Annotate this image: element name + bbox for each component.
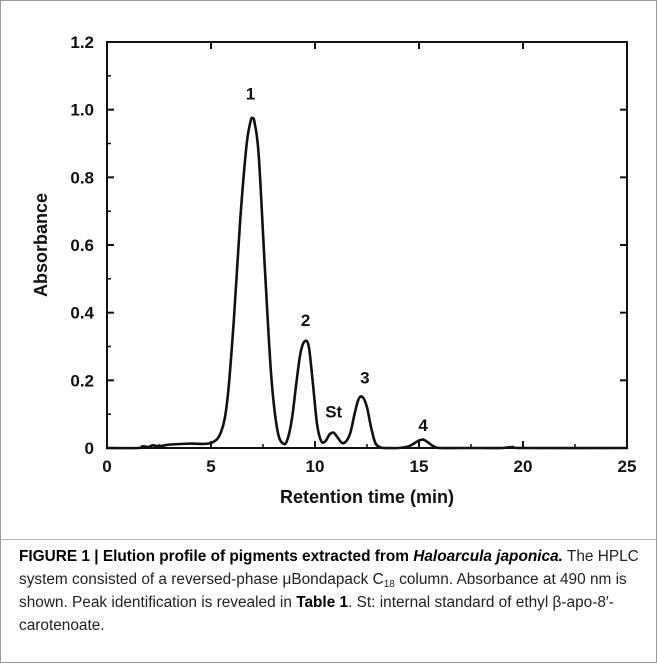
caption-table-link[interactable]: Table 1 (296, 594, 349, 611)
x-tick-label: 15 (410, 457, 429, 476)
x-tick-label: 5 (206, 457, 215, 476)
y-tick-label: 0.8 (70, 168, 94, 187)
caption-species: Haloarcula japonica. (413, 548, 563, 565)
y-tick-label: 0 (85, 439, 94, 458)
chart: 0 5 10 15 20 25 0 0.2 0.4 0.6 0.8 1.0 1.2 1 2 St 3 4 Ret… (31, 33, 636, 507)
peak-label: St (325, 403, 342, 422)
x-tick-label: 25 (618, 457, 637, 476)
caption-text-1: The HPLC system consisted of a reversed-… (19, 548, 639, 588)
x-tick-label: 10 (306, 457, 325, 476)
peak-label: 4 (418, 416, 428, 435)
y-axis-title: Absorbance (31, 193, 51, 297)
y-tick-label: 1.0 (70, 101, 94, 120)
caption-text-2: column. Absorbance at 490 nm is shown. P… (19, 571, 627, 611)
peak-label: 2 (301, 311, 310, 330)
chromatogram-series-line (105, 116, 629, 450)
peak-label: 3 (360, 369, 369, 388)
axis-ticks: 0 5 10 15 20 25 0 0.2 0.4 0.6 0.8 1.0 1.2 (70, 33, 636, 476)
figure-caption: FIGURE 1 | Elution profile of pigments e… (19, 545, 641, 637)
peak-label: 1 (246, 85, 255, 104)
caption-text-3: . St: internal standard of ethyl β-apo-8… (19, 594, 614, 634)
y-tick-label: 1.2 (70, 33, 94, 52)
peak-labels: 1 2 St 3 4 (246, 85, 429, 436)
x-axis-title: Retention time (min) (280, 487, 454, 507)
chart-series (105, 116, 629, 450)
y-tick-label: 0.2 (70, 371, 94, 390)
y-tick-label: 0.4 (70, 304, 94, 323)
caption-divider (1, 539, 656, 540)
y-tick-label: 0.6 (70, 236, 94, 255)
caption-subscript: 18 (383, 579, 395, 590)
x-tick-label: 0 (102, 457, 111, 476)
caption-heading: FIGURE 1 | Elution profile of pigments e… (19, 548, 414, 565)
x-tick-label: 20 (514, 457, 533, 476)
